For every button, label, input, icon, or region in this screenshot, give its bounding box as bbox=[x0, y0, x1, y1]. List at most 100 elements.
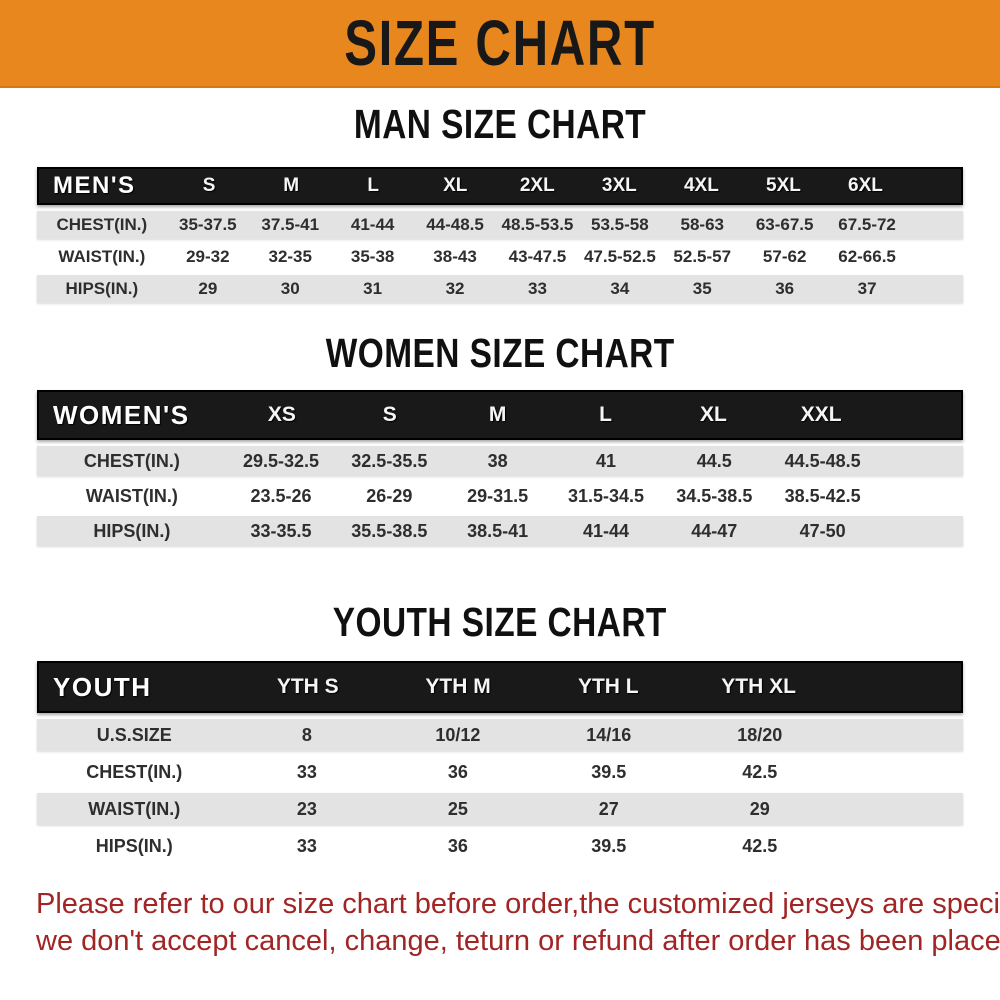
table-cell: 41-44 bbox=[582, 520, 629, 541]
table-column-header: S bbox=[382, 403, 397, 426]
table-cell: 44-47 bbox=[691, 520, 738, 541]
table-cell: 29.5-32.5 bbox=[242, 450, 320, 471]
table-cell: 27 bbox=[598, 798, 619, 819]
table-cell: 42.5 bbox=[742, 835, 778, 856]
table-cell: 32.5-35.5 bbox=[351, 450, 428, 471]
table-column-header: 3XL bbox=[601, 175, 637, 196]
table-cell: 29 bbox=[198, 279, 218, 298]
table-cell: 67.5-72 bbox=[838, 215, 896, 234]
table-column-header: YTH XL bbox=[721, 675, 796, 698]
table-header-label: YOUTH bbox=[53, 671, 152, 702]
table-cell: 14/16 bbox=[586, 724, 632, 745]
table-column-header: XS bbox=[267, 403, 296, 426]
table-cell: 32-35 bbox=[268, 247, 312, 266]
size-chart-banner: SIZE CHART bbox=[0, 0, 1000, 88]
table-cell: 33-35.5 bbox=[250, 520, 312, 541]
table-row: CHEST(IN.) 35-37.5 37.5-41 41-44 44-48.5 48.5… bbox=[37, 211, 963, 239]
table-cell: 34.5-38.5 bbox=[676, 485, 753, 506]
table-row: HIPS(IN.) 29 30 31 32 33 34 35 36 37 bbox=[37, 275, 963, 303]
size-table: MEN'S S M L XL 2XL 3XL 4XL 5XL 6XL CHEST(IN.) 35-37… bbox=[37, 167, 963, 303]
table-cell: 25 bbox=[447, 798, 468, 819]
table-column-header: S bbox=[202, 175, 216, 196]
table-cell: 31 bbox=[363, 279, 383, 298]
table-column-header: 6XL bbox=[848, 175, 883, 196]
table-cell: 33 bbox=[296, 835, 317, 856]
row-label: WAIST(IN.) bbox=[58, 247, 146, 266]
table-header-label: WOMEN'S bbox=[53, 399, 190, 430]
table-cell: 29-32 bbox=[186, 247, 230, 266]
table-column-header: YTH S bbox=[276, 675, 339, 698]
table-cell: 47-50 bbox=[799, 520, 846, 541]
table-row: WAIST(IN.) 23.5-26 26-29 29-31.5 31.5-34.5 34… bbox=[37, 481, 963, 511]
row-label: CHEST(IN.) bbox=[83, 450, 180, 471]
table-cell: 32 bbox=[445, 279, 465, 298]
table-cell: 41 bbox=[595, 450, 616, 471]
table-cell: 29-31.5 bbox=[467, 485, 529, 506]
table-cell: 53.5-58 bbox=[591, 215, 649, 234]
table-column-header: 4XL bbox=[683, 175, 719, 196]
table-column-header: L bbox=[599, 403, 612, 426]
row-label: WAIST(IN.) bbox=[88, 798, 181, 819]
row-label: HIPS(IN.) bbox=[65, 279, 139, 298]
table-cell: 26-29 bbox=[366, 485, 413, 506]
table-column-header: M bbox=[283, 175, 300, 196]
table-cell: 39.5 bbox=[591, 835, 627, 856]
table-column-header: M bbox=[488, 403, 507, 426]
size-chart-section: WOMEN SIZE CHART WOMEN'S XS S M L XL XXL CHEST(I… bbox=[0, 331, 1000, 546]
row-label: CHEST(IN.) bbox=[86, 761, 183, 782]
section-title-text: WOMEN SIZE CHART bbox=[325, 331, 675, 377]
table-cell: 37 bbox=[857, 279, 877, 298]
table-cell: 47.5-52.5 bbox=[583, 247, 656, 266]
banner-title: SIZE CHART bbox=[344, 7, 656, 79]
table-cell: 44.5-48.5 bbox=[784, 450, 861, 471]
size-chart-section: YOUTH SIZE CHART YOUTH YTH S YTH M YTH L YTH … bbox=[0, 600, 1000, 862]
table-cell: 36 bbox=[775, 279, 795, 298]
table-cell: 29 bbox=[749, 798, 770, 819]
table-cell: 30 bbox=[280, 279, 300, 298]
table-cell: 36 bbox=[447, 835, 468, 856]
table-cell: 44.5 bbox=[696, 450, 732, 471]
table-cell: 43-47.5 bbox=[508, 247, 567, 266]
size-table: WOMEN'S XS S M L XL XXL CHEST(IN.) 29.5-32.5 32.5… bbox=[37, 390, 963, 546]
row-label: HIPS(IN.) bbox=[93, 520, 171, 541]
table-row: CHEST(IN.) 33 36 39.5 42.5 bbox=[37, 756, 963, 788]
row-label: U.S.SIZE bbox=[96, 724, 172, 745]
table-cell: 37.5-41 bbox=[261, 215, 320, 234]
section-title: YOUTH SIZE CHART bbox=[0, 600, 1000, 646]
table-cell: 10/12 bbox=[435, 724, 481, 745]
table-cell: 57-62 bbox=[762, 247, 807, 266]
table-cell: 34 bbox=[610, 279, 630, 298]
section-title-text: MAN SIZE CHART bbox=[353, 102, 647, 148]
table-row: U.S.SIZE 8 10/12 14/16 18/20 bbox=[37, 719, 963, 751]
table-cell: 52.5-57 bbox=[673, 247, 732, 266]
table-cell: 48.5-53.5 bbox=[501, 215, 574, 234]
table-cell: 35 bbox=[692, 279, 712, 298]
size-table: YOUTH YTH S YTH M YTH L YTH XL U.S.SIZE 8 10/12… bbox=[37, 661, 963, 862]
table-cell: 42.5 bbox=[742, 761, 778, 782]
table-column-header: 2XL bbox=[519, 175, 555, 196]
table-cell: 58-63 bbox=[680, 215, 724, 234]
table-row: WAIST(IN.) 29-32 32-35 35-38 38-43 43-47.5 47.… bbox=[37, 243, 963, 271]
section-title-text: YOUTH SIZE CHART bbox=[332, 600, 668, 646]
table-cell: 31.5-34.5 bbox=[567, 485, 644, 506]
table-cell: 33 bbox=[296, 761, 317, 782]
table-header-label: MEN'S bbox=[53, 172, 136, 199]
table-row: HIPS(IN.) 33-35.5 35.5-38.5 38.5-41 41-44 44-… bbox=[37, 516, 963, 546]
table-cell: 35.5-38.5 bbox=[351, 520, 428, 541]
table-cell: 33 bbox=[527, 279, 547, 298]
size-chart-section: MAN SIZE CHART MEN'S S M L XL 2XL 3XL 4XL 5XL 6XL C… bbox=[0, 102, 1000, 303]
table-cell: 63-67.5 bbox=[755, 215, 814, 234]
row-label: CHEST(IN.) bbox=[56, 215, 148, 234]
table-row: CHEST(IN.) 29.5-32.5 32.5-35.5 38 41 44.5 44.5… bbox=[37, 446, 963, 476]
table-column-header: 5XL bbox=[766, 175, 801, 196]
table-row: WAIST(IN.) 23 25 27 29 bbox=[37, 793, 963, 825]
row-label: HIPS(IN.) bbox=[95, 835, 173, 856]
table-header-row: MEN'S S M L XL 2XL 3XL 4XL 5XL 6XL bbox=[37, 167, 963, 205]
footer-note: Please refer to our size chart before or… bbox=[36, 886, 1000, 960]
table-cell: 44-48.5 bbox=[426, 215, 484, 234]
section-title: WOMEN SIZE CHART bbox=[0, 331, 1000, 377]
footer-line-1: Please refer to our size chart before or… bbox=[36, 888, 1000, 920]
section-title: MAN SIZE CHART bbox=[0, 102, 1000, 148]
table-cell: 38 bbox=[487, 450, 508, 471]
table-column-header: XL bbox=[443, 175, 468, 196]
